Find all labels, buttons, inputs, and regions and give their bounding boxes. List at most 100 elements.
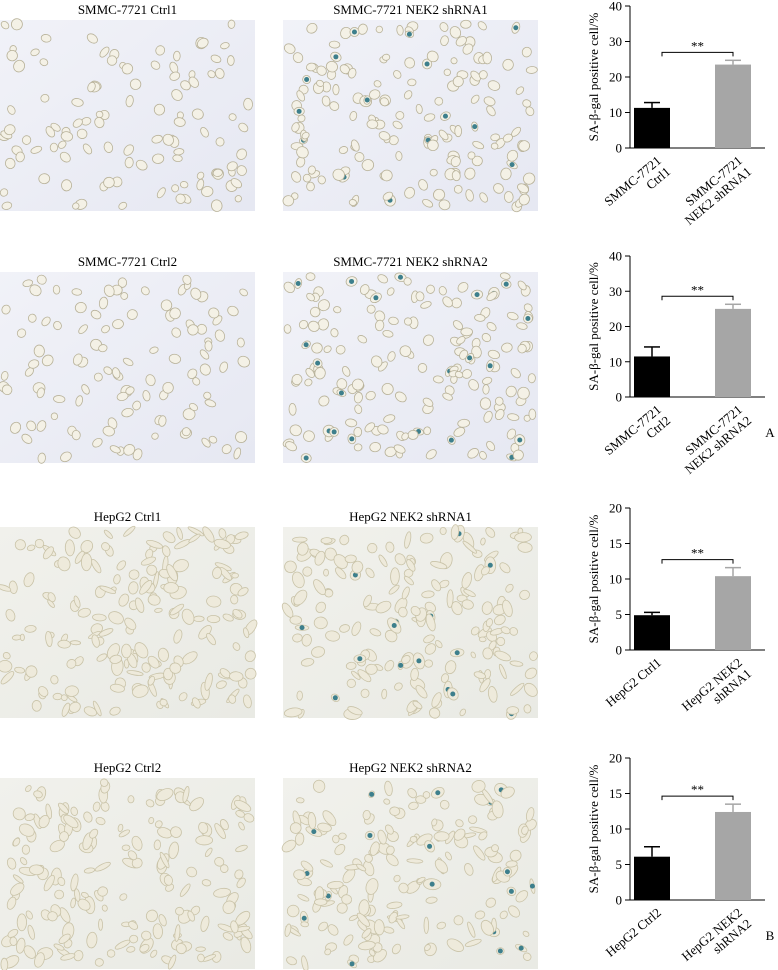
cell bbox=[229, 671, 244, 682]
cell bbox=[523, 704, 532, 714]
cell bbox=[415, 291, 425, 302]
cell bbox=[481, 601, 493, 615]
cell bbox=[156, 788, 174, 802]
cell bbox=[401, 432, 409, 441]
cell bbox=[147, 594, 161, 606]
cell bbox=[83, 706, 98, 717]
cell bbox=[282, 195, 295, 207]
cell bbox=[487, 349, 500, 360]
cell bbox=[516, 322, 528, 330]
cell bbox=[291, 122, 300, 133]
cell bbox=[480, 566, 490, 576]
cell bbox=[456, 336, 466, 345]
cell bbox=[465, 189, 474, 202]
cell bbox=[188, 533, 201, 543]
cell bbox=[60, 131, 74, 142]
cell bbox=[161, 545, 171, 557]
cell bbox=[23, 945, 36, 959]
cell bbox=[154, 820, 163, 829]
cell bbox=[0, 371, 9, 381]
cell bbox=[171, 184, 180, 193]
cell bbox=[196, 37, 209, 49]
cell bbox=[232, 608, 243, 619]
cell bbox=[498, 663, 507, 680]
cell bbox=[296, 146, 309, 159]
cell bbox=[351, 378, 364, 391]
cell bbox=[487, 80, 501, 91]
cell bbox=[390, 567, 400, 586]
stained-cell bbox=[333, 54, 339, 60]
y-axis-label: SA-β-gal positive cell/% bbox=[586, 13, 601, 142]
cell bbox=[511, 126, 522, 137]
cell bbox=[195, 946, 206, 952]
cell bbox=[401, 586, 410, 600]
cell bbox=[281, 602, 294, 618]
cell bbox=[117, 823, 124, 833]
cell bbox=[236, 337, 245, 348]
cell bbox=[235, 844, 248, 853]
cell bbox=[61, 702, 71, 717]
cell bbox=[384, 780, 393, 797]
cell bbox=[129, 934, 139, 944]
cell bbox=[382, 330, 394, 338]
cell bbox=[464, 167, 476, 180]
cell bbox=[0, 20, 10, 30]
cell bbox=[215, 680, 227, 689]
cell bbox=[204, 399, 217, 408]
cell bbox=[50, 412, 59, 421]
cell bbox=[494, 408, 505, 421]
cell bbox=[213, 538, 231, 549]
stained-cell bbox=[295, 280, 301, 286]
cell bbox=[325, 60, 338, 73]
cell bbox=[128, 581, 139, 595]
cell bbox=[301, 955, 309, 970]
cell bbox=[501, 342, 513, 353]
cell bbox=[303, 430, 315, 442]
cell bbox=[128, 920, 139, 930]
cell bbox=[499, 910, 508, 920]
stained-cell bbox=[429, 881, 435, 887]
cell bbox=[326, 880, 344, 890]
cell bbox=[453, 427, 466, 437]
cell bbox=[230, 920, 239, 934]
cell bbox=[244, 667, 257, 680]
cell bbox=[422, 334, 434, 346]
cell bbox=[438, 199, 451, 211]
cell bbox=[378, 131, 391, 141]
cell bbox=[483, 410, 493, 423]
cell bbox=[473, 845, 486, 861]
cell bbox=[18, 823, 35, 837]
cell bbox=[457, 418, 471, 428]
cell bbox=[525, 807, 535, 822]
y-tick-label: 30 bbox=[609, 34, 622, 49]
y-tick-label: 20 bbox=[609, 501, 622, 516]
cell bbox=[103, 529, 113, 539]
cell bbox=[219, 567, 232, 581]
cell bbox=[506, 311, 519, 321]
cell bbox=[134, 642, 149, 659]
significance-bracket bbox=[661, 559, 734, 564]
cell bbox=[486, 105, 496, 117]
cell bbox=[388, 911, 398, 924]
cell bbox=[502, 58, 514, 71]
cell bbox=[36, 420, 47, 432]
cell bbox=[212, 168, 223, 177]
cell bbox=[236, 877, 246, 889]
cell bbox=[341, 894, 353, 905]
cell bbox=[237, 355, 251, 368]
cell bbox=[148, 817, 155, 825]
cell bbox=[417, 363, 428, 373]
cell bbox=[91, 558, 102, 574]
cell bbox=[309, 306, 321, 318]
cell bbox=[369, 442, 381, 453]
cell bbox=[124, 617, 137, 631]
cell bbox=[446, 589, 454, 609]
cell bbox=[98, 628, 114, 637]
cell bbox=[112, 319, 124, 330]
cell bbox=[151, 134, 163, 144]
cell bbox=[377, 829, 387, 845]
micrograph bbox=[0, 778, 255, 970]
cell bbox=[213, 887, 231, 898]
stained-cell bbox=[299, 625, 305, 631]
cell bbox=[33, 790, 43, 799]
